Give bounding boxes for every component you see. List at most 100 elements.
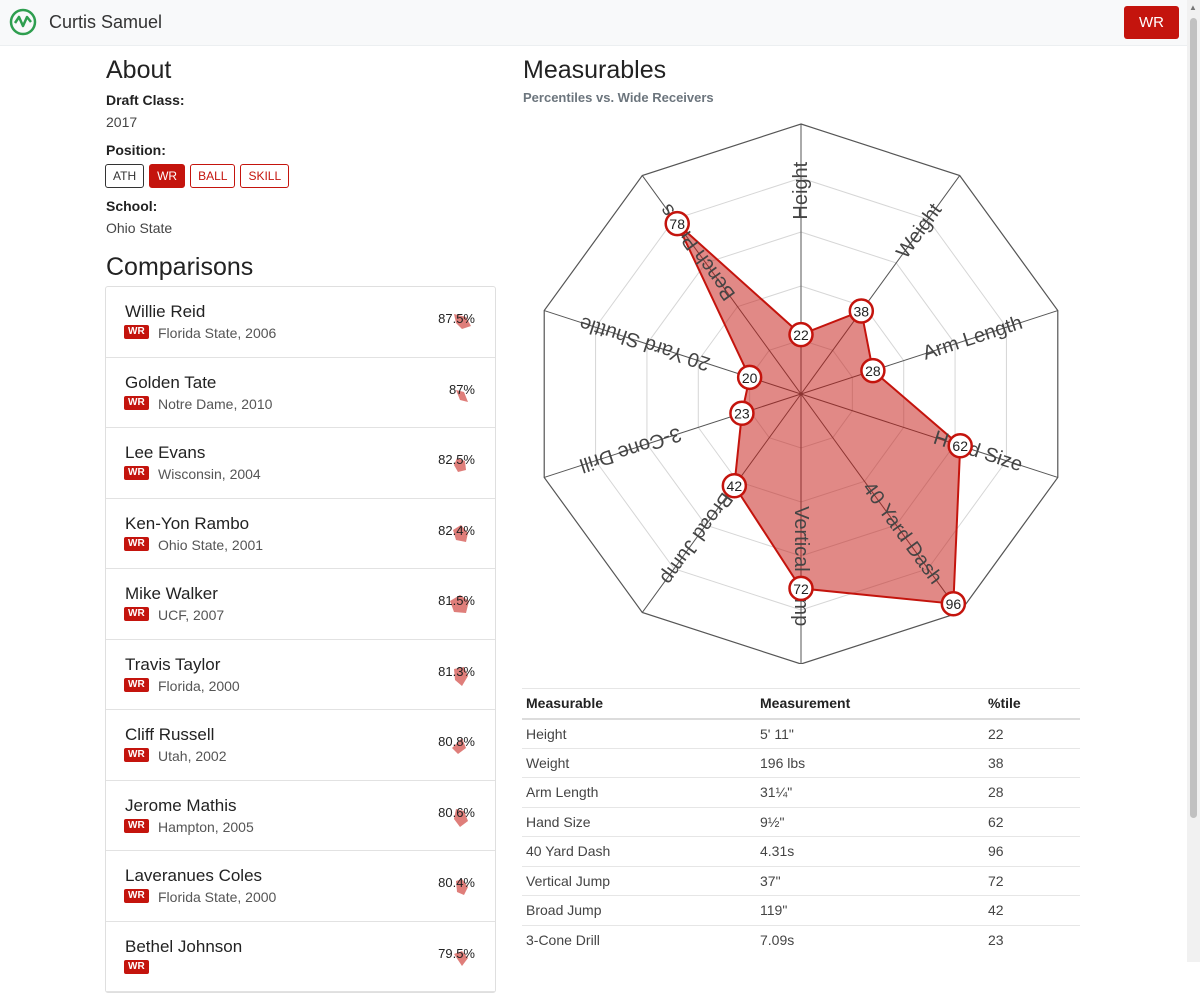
- position-tag-ball[interactable]: BALL: [190, 164, 236, 188]
- radar-value-marker: [788, 575, 814, 602]
- position-tag-wr[interactable]: WR: [149, 164, 186, 188]
- school-value: Ohio State: [106, 220, 173, 236]
- comparison-detail: Ohio State, 2001: [158, 536, 264, 553]
- comparison-radar-icon: [450, 595, 469, 613]
- comparison-similarity: 82.5%: [438, 452, 475, 467]
- player-name-title[interactable]: Curtis Samuel: [49, 12, 163, 32]
- comparison-radar-icon: [454, 808, 468, 827]
- radar-axis-label: Weight: [892, 199, 946, 262]
- table-row: Height 5' 11" 22: [522, 718, 1080, 748]
- comparison-name[interactable]: Cliff Russell: [125, 725, 215, 744]
- radar-value-marker: [860, 357, 886, 384]
- draft-class-label: Draft Class:: [106, 92, 185, 108]
- radar-axis-label: Broad Jump: [656, 488, 737, 588]
- radar-value-marker: [788, 321, 814, 348]
- position-label: Position:: [106, 142, 166, 158]
- app-logo-icon[interactable]: [9, 8, 37, 36]
- table-row: Vertical Jump 37" 72: [522, 865, 1080, 896]
- row-percentile: 23: [984, 924, 1080, 955]
- measurables-heading: Measurables: [523, 56, 667, 84]
- comparison-item[interactable]: Ken-Yon Rambo WR Ohio State, 2001 82.4%: [106, 499, 495, 569]
- measurables-table: Measurable Measurement %tile Height 5' 11…: [522, 688, 1080, 955]
- radar-value-label: 20: [742, 370, 758, 386]
- scrollbar-thumb[interactable]: [1190, 18, 1197, 818]
- row-measurement: 5' 11": [756, 718, 984, 748]
- radar-value-label: 22: [793, 327, 809, 343]
- radar-axis-label: 20 Yard Shuttle: [577, 312, 713, 375]
- row-measurement: 37": [756, 865, 984, 896]
- radar-value-marker: [721, 472, 748, 499]
- radar-value-label: 78: [669, 216, 685, 232]
- comparison-similarity: 80.4%: [438, 875, 475, 890]
- position-tags: ATH WR BALL SKILL: [105, 164, 290, 188]
- comparison-position-badge: WR: [124, 818, 149, 833]
- comparison-position-badge: WR: [124, 325, 149, 339]
- comparison-detail: Notre Dame, 2010: [158, 395, 273, 412]
- comparison-item[interactable]: Cliff Russell WR Utah, 2002 80.8%: [106, 710, 495, 781]
- table-row: 40 Yard Dash 4.31s 96: [522, 836, 1080, 866]
- radar-value-label: 28: [865, 363, 881, 379]
- comparison-position-badge: WR: [124, 889, 149, 903]
- radar-axis-label: Height: [790, 161, 812, 219]
- comparison-name[interactable]: Mike Walker: [125, 584, 218, 603]
- comparison-position-badge: WR: [124, 677, 149, 692]
- row-measurable: Height: [522, 718, 756, 748]
- row-measurable: Vertical Jump: [522, 865, 756, 896]
- radar-axis-label: Vertical Jump: [790, 506, 812, 626]
- position-tag-skill[interactable]: SKILL: [240, 164, 290, 188]
- comparison-name[interactable]: Laveranues Coles: [125, 866, 263, 885]
- comparison-detail: Florida, 2000: [158, 677, 240, 694]
- row-percentile: 96: [984, 836, 1080, 866]
- scroll-up-icon[interactable]: ▲: [1189, 3, 1197, 12]
- comparison-radar-icon: [454, 458, 466, 472]
- position-button[interactable]: WR: [1124, 6, 1179, 39]
- row-percentile: 72: [984, 865, 1080, 896]
- comparison-detail: Wisconsin, 2004: [158, 466, 261, 482]
- comparison-item[interactable]: Willie Reid WR Florida State, 2006 87.5%: [106, 287, 495, 358]
- radar-value-label: 23: [734, 406, 750, 422]
- table-row: Hand Size 9½" 62: [522, 806, 1080, 837]
- scrollbar[interactable]: ▲: [1187, 0, 1200, 962]
- comparison-name[interactable]: Bethel Johnson: [125, 936, 243, 956]
- comparison-radar-icon: [456, 879, 468, 895]
- col-measurement: Measurement: [756, 688, 984, 720]
- row-measurement: 9½": [756, 806, 984, 837]
- radar-value-marker: [736, 364, 763, 391]
- top-navbar: Curtis Samuel WR: [0, 0, 1200, 46]
- comparison-position-badge: WR: [124, 607, 149, 621]
- radar-value-marker: [947, 432, 973, 459]
- row-percentile: 22: [984, 718, 1080, 748]
- school-label: School:: [106, 198, 158, 214]
- radar-value-label: 42: [727, 478, 743, 494]
- comparison-name[interactable]: Travis Taylor: [125, 654, 221, 674]
- comparison-name[interactable]: Golden Tate: [125, 372, 217, 392]
- comparison-name[interactable]: Jerome Mathis: [125, 795, 237, 815]
- row-measurable: 3-Cone Drill: [522, 924, 756, 955]
- comparison-item[interactable]: Jerome Mathis WR Hampton, 2005 80.6%: [106, 781, 495, 851]
- comparisons-list: Willie Reid WR Florida State, 2006 87.5%…: [105, 286, 496, 993]
- radar-value-label: 38: [854, 303, 870, 319]
- comparison-name[interactable]: Lee Evans: [125, 443, 206, 462]
- comparison-position-badge: WR: [124, 466, 149, 480]
- radar-value-label: 72: [793, 581, 809, 597]
- comparison-item[interactable]: Golden Tate WR Notre Dame, 2010 87%: [106, 358, 495, 428]
- table-row: Broad Jump 119" 42: [522, 895, 1080, 925]
- comparison-item[interactable]: Laveranues Coles WR Florida State, 2000 …: [106, 851, 495, 922]
- position-tag-ath[interactable]: ATH: [105, 164, 145, 188]
- comparison-item[interactable]: Mike Walker WR UCF, 2007 81.5%: [106, 569, 495, 640]
- comparison-item[interactable]: Lee Evans WR Wisconsin, 2004 82.5%: [106, 428, 495, 499]
- row-percentile: 28: [984, 777, 1080, 807]
- comparison-similarity: 81.5%: [438, 593, 475, 608]
- comparison-name[interactable]: Ken-Yon Rambo: [125, 513, 250, 533]
- comparison-name[interactable]: Willie Reid: [125, 302, 206, 321]
- row-percentile: 42: [984, 895, 1080, 925]
- row-percentile: 38: [984, 747, 1080, 778]
- row-measurement: 119": [756, 895, 984, 925]
- comparison-item[interactable]: Travis Taylor WR Florida, 2000 81.3%: [106, 640, 495, 710]
- radar-value-label: 62: [952, 438, 968, 454]
- radar-outer-ring: [543, 123, 1059, 664]
- comparison-detail: Florida State, 2006: [158, 325, 277, 341]
- comparison-item[interactable]: Bethel Johnson WR 79.5%: [106, 922, 495, 992]
- table-row: Weight 196 lbs 38: [522, 747, 1080, 778]
